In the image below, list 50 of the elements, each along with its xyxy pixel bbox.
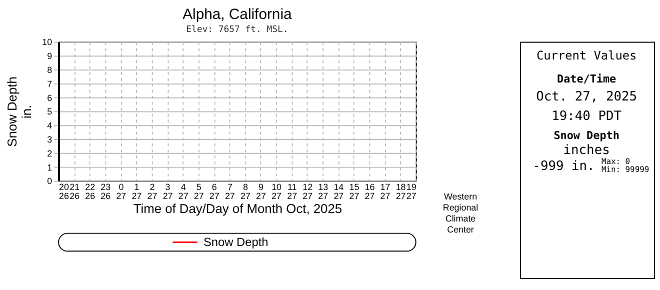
text: Current Values bbox=[536, 48, 637, 63]
x-tick-label: 6 27 bbox=[209, 182, 220, 202]
x-tick-label: 17 27 bbox=[380, 182, 390, 202]
x-axis-title: Time of Day/Day of Month Oct, 2025 bbox=[133, 200, 342, 216]
y-tick-label: 5 bbox=[47, 106, 52, 117]
x-tick-label: 7 27 bbox=[224, 182, 235, 202]
x-tick-label: 12 27 bbox=[302, 182, 313, 202]
x-tick-label: 9 27 bbox=[256, 182, 266, 202]
y-tick-label: 3 bbox=[47, 134, 52, 144]
x-tick-label: 1 27 bbox=[132, 182, 142, 202]
y-tick-label: 6 bbox=[47, 92, 52, 103]
x-tick-label: 3 27 bbox=[162, 182, 173, 202]
text: inches bbox=[563, 142, 610, 158]
text: Min: 99999 bbox=[601, 164, 650, 174]
x-tick-label: 4 27 bbox=[178, 182, 188, 202]
x-tick-label: 0 27 bbox=[116, 182, 126, 202]
x-tick-label: 8 27 bbox=[240, 182, 250, 202]
legend-label: Snow Depth bbox=[203, 235, 268, 250]
chart-subtitle: Elev: 7657 ft. MSL. bbox=[186, 24, 288, 35]
y-tick-label: 7 bbox=[47, 78, 52, 89]
text: Date/Time bbox=[557, 72, 617, 86]
x-tick-label: 20 26 bbox=[59, 182, 70, 202]
y-tick-label: 8 bbox=[47, 65, 52, 76]
text: Oct. 27, 2025 bbox=[536, 89, 638, 104]
x-tick-label: 18 27 bbox=[396, 182, 406, 202]
y-tick-label: 2 bbox=[47, 148, 52, 158]
x-tick-label: 15 27 bbox=[349, 182, 360, 202]
x-tick-label: 13 27 bbox=[318, 182, 328, 202]
x-tick-label: 21 26 bbox=[70, 182, 80, 202]
x-tick-label: 16 27 bbox=[364, 182, 375, 202]
x-tick-label: 23 26 bbox=[100, 182, 111, 202]
text: Max: 0 bbox=[601, 156, 630, 166]
text: Snow Depth bbox=[554, 129, 620, 142]
y-tick-label: 9 bbox=[47, 51, 52, 62]
y-tick-label: 0 bbox=[47, 176, 52, 186]
x-tick-label: 19 27 bbox=[406, 182, 416, 202]
x-tick-label: 14 27 bbox=[334, 182, 344, 202]
x-tick-label: 11 27 bbox=[287, 182, 298, 202]
text: Western Regional Climate Center bbox=[442, 192, 478, 234]
x-tick-label: 22 26 bbox=[85, 182, 96, 202]
text: 19:40 PDT bbox=[552, 109, 622, 124]
x-tick-label: 10 27 bbox=[272, 182, 282, 202]
chart-title: Alpha, California bbox=[182, 6, 292, 23]
y-tick-label: 10 bbox=[42, 37, 52, 48]
y-tick-label: 4 bbox=[47, 120, 52, 131]
text: -999 in. bbox=[532, 158, 595, 174]
y-axis-title: Snow Depth in. bbox=[4, 76, 34, 147]
x-tick-label: 5 27 bbox=[194, 182, 204, 202]
y-tick-label: 1 bbox=[47, 162, 52, 172]
x-tick-label: 2 27 bbox=[147, 182, 158, 202]
